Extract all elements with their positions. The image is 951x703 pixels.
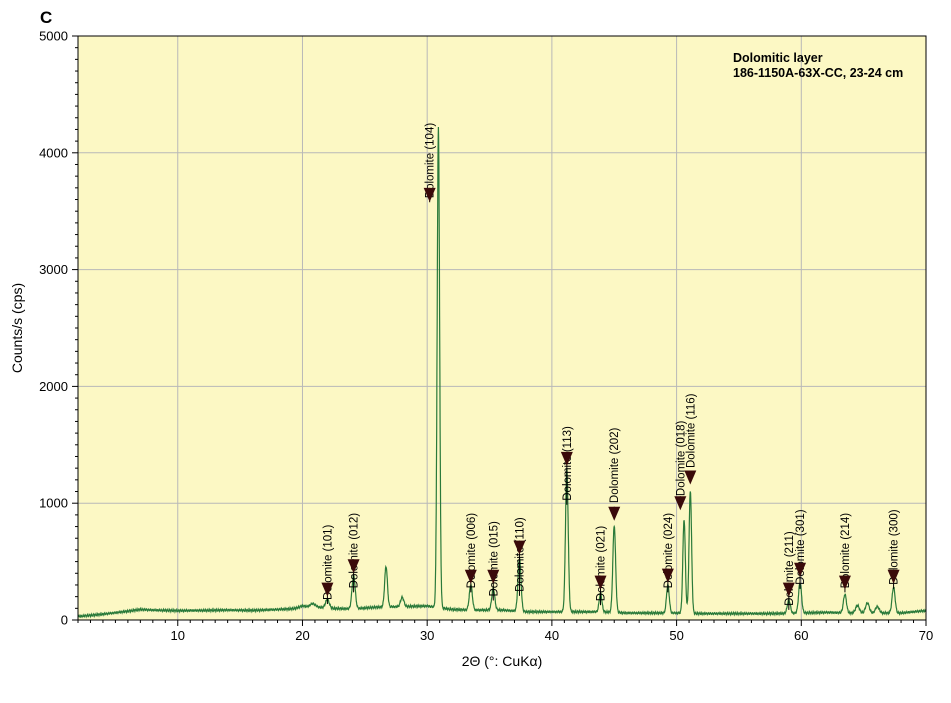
panel-label: C xyxy=(40,8,53,27)
arrow-head xyxy=(321,582,334,597)
peak-annotation: Dolomite (214) xyxy=(838,513,852,593)
peak-annotation: Dolomite (211) xyxy=(782,531,796,610)
arrow-head xyxy=(347,559,360,574)
peak-label: Dolomite (012) xyxy=(349,513,361,589)
arrow-head xyxy=(487,569,500,584)
sample-label-line: 186-1150A-63X-CC, 23-24 cm xyxy=(733,66,903,80)
peak-label: Dolomite (104) xyxy=(425,123,437,199)
y-tick-label: 5000 xyxy=(39,29,68,44)
peak-annotation: Dolomite (024) xyxy=(661,513,675,593)
peak-label: Dolomite (015) xyxy=(488,521,500,597)
peak-annotation: Dolomite (006) xyxy=(464,513,478,593)
arrow-head xyxy=(838,575,851,590)
y-tick-label: 3000 xyxy=(39,262,68,277)
peak-label: Dolomite (214) xyxy=(840,513,852,589)
y-tick-label: 4000 xyxy=(39,145,68,160)
y-axis-label: Counts/s (cps) xyxy=(9,283,25,373)
arrow-head xyxy=(608,506,621,521)
peak-annotation: Dolomite (104) xyxy=(423,123,437,203)
y-tick-label: 2000 xyxy=(39,379,68,394)
arrow-head xyxy=(674,496,687,511)
peak-label: Dolomite (116) xyxy=(685,393,697,468)
peak-label: Dolomite (021) xyxy=(596,526,608,602)
arrow-head xyxy=(661,568,674,583)
arrow-head xyxy=(594,575,607,590)
peak-annotation: Dolomite (301) xyxy=(794,509,807,589)
arrow-head xyxy=(782,582,795,597)
peak-annotation: Dolomite (116) xyxy=(684,393,697,485)
arrow-head xyxy=(684,470,697,485)
x-tick-label: 50 xyxy=(669,628,683,643)
sample-label-line: Dolomitic layer xyxy=(733,51,823,65)
y-tick-label: 1000 xyxy=(39,496,68,511)
peak-annotation: Dolomite (110) xyxy=(513,517,526,596)
arrow-head xyxy=(423,187,436,202)
x-tick-label: 20 xyxy=(295,628,309,643)
peak-annotation: Dolomite (113) xyxy=(560,426,574,505)
peak-label: Dolomite (202) xyxy=(609,427,621,503)
peak-annotation: Dolomite (300) xyxy=(887,509,901,589)
peak-label: Dolomite (006) xyxy=(466,513,478,589)
peak-label: Dolomite (110) xyxy=(514,517,526,592)
peak-annotation: Dolomite (015) xyxy=(487,521,500,601)
x-axis-label: 2Θ (°: CuKα) xyxy=(462,653,543,669)
peak-annotation: Dolomite (021) xyxy=(594,526,608,606)
arrow-head xyxy=(887,569,900,584)
x-tick-label: 10 xyxy=(171,628,185,643)
arrow-head xyxy=(560,451,573,466)
arrow-head xyxy=(794,562,807,577)
peak-label: Dolomite (300) xyxy=(889,509,901,585)
arrow-head xyxy=(513,540,526,555)
plot-area xyxy=(78,36,926,620)
x-tick-label: 70 xyxy=(919,628,933,643)
x-tick-label: 60 xyxy=(794,628,808,643)
x-tick-label: 30 xyxy=(420,628,434,643)
peak-label: Dolomite (211) xyxy=(784,531,796,606)
peak-label: Dolomite (101) xyxy=(322,524,334,600)
peak-annotation: Dolomite (101) xyxy=(321,524,334,605)
x-tick-label: 40 xyxy=(545,628,559,643)
peak-annotation: Dolomite (012) xyxy=(347,513,361,593)
peak-annotation: Dolomite (018) xyxy=(674,420,687,511)
arrow-head xyxy=(464,569,477,584)
y-tick-label: 0 xyxy=(61,613,68,628)
peak-label: Dolomite (018) xyxy=(675,420,687,496)
peak-annotation: Dolomite (202) xyxy=(608,427,621,521)
xrd-trace xyxy=(77,126,927,619)
